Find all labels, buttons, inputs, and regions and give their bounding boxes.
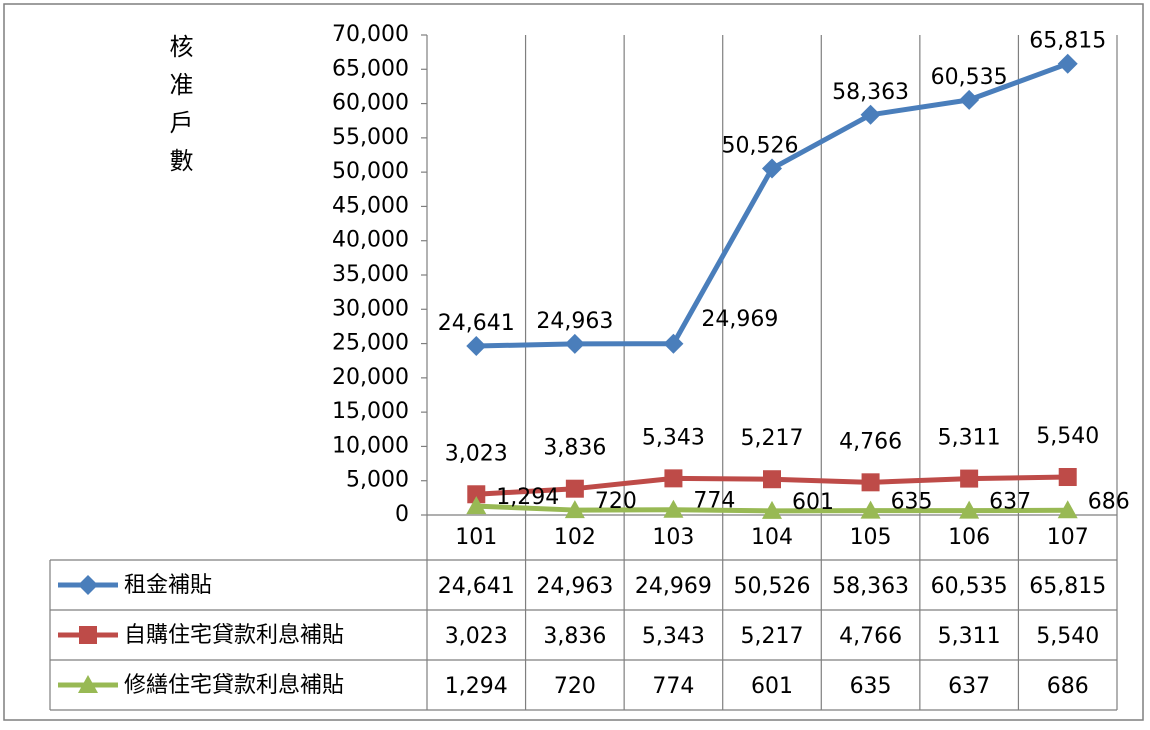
series-line xyxy=(476,61,1069,349)
data-point xyxy=(960,469,979,488)
table-cell: 5,217 xyxy=(741,624,804,649)
data-label: 24,969 xyxy=(701,307,778,332)
data-point xyxy=(663,499,684,518)
data-point xyxy=(959,500,980,519)
data-label: 774 xyxy=(693,489,735,514)
data-point xyxy=(959,89,980,110)
data-point xyxy=(1057,53,1078,74)
data-point xyxy=(762,158,782,179)
table-cell: 3,023 xyxy=(445,624,508,649)
y-tick-label: 60,000 xyxy=(332,91,409,116)
data-label: 24,641 xyxy=(438,311,515,336)
table-cell: 60,535 xyxy=(931,574,1008,599)
data-label: 720 xyxy=(595,489,637,514)
y-tick-label: 20,000 xyxy=(332,365,409,390)
x-tick-label: 102 xyxy=(554,525,596,550)
data-point xyxy=(564,500,585,519)
y-tick-label: 65,000 xyxy=(332,56,409,81)
data-label: 3,836 xyxy=(543,436,606,461)
data-label: 5,311 xyxy=(938,426,1001,451)
data-point xyxy=(564,333,585,354)
data-label: 58,363 xyxy=(832,80,909,105)
x-tick-label: 107 xyxy=(1047,525,1089,550)
data-point xyxy=(860,104,881,125)
legend-marker xyxy=(78,675,98,693)
data-point xyxy=(466,496,487,515)
data-point xyxy=(663,333,684,354)
y-tick-label: 0 xyxy=(395,502,409,527)
data-point xyxy=(1057,500,1078,519)
y-tick-label: 45,000 xyxy=(332,193,409,218)
table-cell: 601 xyxy=(751,674,793,699)
data-point xyxy=(860,500,881,519)
data-label: 5,217 xyxy=(741,426,804,451)
y-tick-label: 10,000 xyxy=(332,433,409,458)
y-tick-label: 5,000 xyxy=(346,468,409,493)
legend-label: 租金補貼 xyxy=(124,573,212,598)
legend-label: 修繕住宅貸款利息補貼 xyxy=(124,673,344,698)
data-point xyxy=(763,470,781,489)
data-label: 24,963 xyxy=(536,309,613,334)
data-label: 65,815 xyxy=(1029,29,1106,54)
table-cell: 24,963 xyxy=(536,574,613,599)
data-label: 635 xyxy=(891,490,933,515)
data-label: 5,343 xyxy=(642,425,705,450)
y-tick-label: 25,000 xyxy=(332,331,409,356)
data-point xyxy=(565,479,584,498)
legend-marker xyxy=(79,626,97,644)
table-cell: 720 xyxy=(554,674,596,699)
table-cell: 65,815 xyxy=(1029,574,1106,599)
x-tick-label: 101 xyxy=(455,525,497,550)
data-point xyxy=(467,485,486,504)
table-cell: 50,526 xyxy=(734,574,811,599)
y-tick-label: 50,000 xyxy=(332,159,409,184)
table-cell: 24,969 xyxy=(635,574,712,599)
table-cell: 5,343 xyxy=(642,624,705,649)
chart-frame xyxy=(3,3,1144,721)
table-cell: 635 xyxy=(850,674,892,699)
data-label: 601 xyxy=(792,490,834,515)
y-tick-label: 40,000 xyxy=(332,228,409,253)
table-cell: 686 xyxy=(1047,674,1089,699)
table-cell: 1,294 xyxy=(445,674,508,699)
data-point xyxy=(762,500,782,519)
table-cell: 5,311 xyxy=(938,624,1001,649)
x-tick-label: 106 xyxy=(948,525,990,550)
data-point xyxy=(466,336,487,357)
table-cell: 3,836 xyxy=(543,624,606,649)
y-tick-label: 70,000 xyxy=(332,22,409,47)
x-tick-label: 105 xyxy=(850,525,892,550)
data-label: 60,535 xyxy=(931,65,1008,90)
data-label: 4,766 xyxy=(839,429,902,454)
data-point xyxy=(664,469,683,488)
data-label: 686 xyxy=(1088,489,1130,514)
y-tick-label: 35,000 xyxy=(332,262,409,287)
x-tick-label: 104 xyxy=(751,525,793,550)
legend-label: 自購住宅貸款利息補貼 xyxy=(124,623,344,648)
table-cell: 4,766 xyxy=(839,624,902,649)
data-point xyxy=(861,473,880,492)
data-label: 3,023 xyxy=(445,441,508,466)
data-label: 1,294 xyxy=(496,485,559,510)
data-point xyxy=(1058,468,1077,487)
table-cell: 774 xyxy=(652,674,694,699)
data-label: 637 xyxy=(989,490,1031,515)
table-cell: 5,540 xyxy=(1036,624,1099,649)
data-label: 50,526 xyxy=(722,134,799,159)
table-cell: 24,641 xyxy=(438,574,515,599)
y-tick-label: 55,000 xyxy=(332,125,409,150)
table-cell: 58,363 xyxy=(832,574,909,599)
x-tick-label: 103 xyxy=(652,525,694,550)
y-tick-label: 15,000 xyxy=(332,399,409,424)
y-axis-title-text: 核准戶數 xyxy=(165,34,193,186)
data-label: 5,540 xyxy=(1036,424,1099,449)
y-tick-label: 30,000 xyxy=(332,296,409,321)
table-cell: 637 xyxy=(948,674,990,699)
legend-marker xyxy=(78,575,98,595)
